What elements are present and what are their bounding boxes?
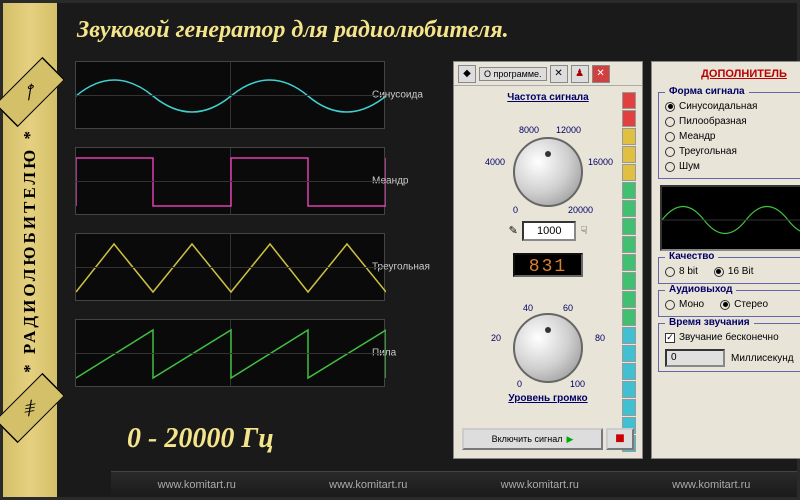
- waveform-preview: [660, 185, 800, 251]
- info-icon[interactable]: ◆: [458, 65, 476, 83]
- logo-diamond-bottom: [0, 373, 65, 443]
- tools-icon[interactable]: ✕: [550, 65, 568, 83]
- wave-sine: Синусоида: [75, 61, 385, 129]
- center-panel: ◆ О программе. ✕ ♟ ✕ Частота сигнала 800…: [453, 61, 643, 459]
- footer: www.komitart.ru www.komitart.ru www.komi…: [111, 471, 797, 497]
- radio-saw[interactable]: Пилообразная: [665, 114, 800, 129]
- right-panel: ДОПОЛНИТЕЛЬ Форма сигнала Синусоидальная…: [651, 61, 800, 459]
- quality-group: Качество 8 bit 16 Bit: [658, 257, 800, 284]
- frequency-label: Частота сигнала: [460, 92, 636, 103]
- page-title: Звуковой генератор для радиолюбителя.: [57, 3, 797, 54]
- radio-16bit[interactable]: 16 Bit: [714, 264, 754, 279]
- wave-triangle: Треугольная: [75, 233, 385, 301]
- right-panel-header: ДОПОЛНИТЕЛЬ: [652, 62, 800, 86]
- radio-sine[interactable]: Синусоидальная: [665, 99, 800, 114]
- play-button[interactable]: Включить сигнал▶: [462, 428, 603, 450]
- frequency-input[interactable]: 1000: [522, 221, 576, 241]
- footer-link[interactable]: www.komitart.ru: [158, 479, 236, 491]
- toolbar: ◆ О программе. ✕ ♟ ✕: [454, 62, 642, 86]
- waveforms-area: Синусоида Меандр Треугольная Пила: [75, 61, 431, 405]
- wave-square: Меандр: [75, 147, 385, 215]
- wave-label: Пила: [372, 348, 432, 359]
- volume-section: 40 60 20 80 0 100 Уровень громко: [454, 283, 642, 414]
- radio-stereo[interactable]: Стерео: [720, 297, 768, 312]
- footer-link[interactable]: www.komitart.ru: [501, 479, 579, 491]
- stop-button[interactable]: ■: [606, 428, 634, 450]
- footer-link[interactable]: www.komitart.ru: [672, 479, 750, 491]
- vu-meter: [622, 92, 636, 452]
- wave-label: Синусоида: [372, 90, 432, 101]
- radio-triangle[interactable]: Треугольная: [665, 144, 800, 159]
- shape-group: Форма сигнала Синусоидальная Пилообразна…: [658, 92, 800, 179]
- radio-square[interactable]: Меандр: [665, 129, 800, 144]
- volume-label: Уровень громко: [460, 393, 636, 404]
- sidebar: * РАДИОЛЮБИТЕЛЮ *: [3, 3, 57, 497]
- close-icon[interactable]: ✕: [592, 65, 610, 83]
- wave-label: Треугольная: [372, 262, 432, 273]
- volume-dial[interactable]: [513, 313, 583, 383]
- wave-label: Меандр: [372, 176, 432, 187]
- sidebar-title: * РАДИОЛЮБИТЕЛЮ *: [20, 128, 40, 373]
- wave-saw: Пила: [75, 319, 385, 387]
- radio-noise[interactable]: Шум: [665, 159, 800, 174]
- lcd-display: 831: [513, 253, 583, 277]
- radio-mono[interactable]: Моно: [665, 297, 704, 312]
- audio-out-group: Аудиовыход Моно Стерео: [658, 290, 800, 317]
- frequency-range-text: 0 - 20000 Гц: [127, 423, 274, 455]
- radio-8bit[interactable]: 8 bit: [665, 264, 698, 279]
- footer-link[interactable]: www.komitart.ru: [329, 479, 407, 491]
- duration-group: Время звучания ✓Звучание бесконечно 0 Ми…: [658, 323, 800, 372]
- frequency-section: Частота сигнала 8000 12000 4000 16000 0 …: [454, 86, 642, 247]
- about-button[interactable]: О программе.: [479, 67, 547, 81]
- ms-input[interactable]: 0: [665, 349, 725, 367]
- user-icon[interactable]: ♟: [571, 65, 589, 83]
- checkbox-infinite[interactable]: ✓Звучание бесконечно: [665, 330, 800, 345]
- logo-diamond-top: [0, 57, 65, 127]
- frequency-dial[interactable]: [513, 137, 583, 207]
